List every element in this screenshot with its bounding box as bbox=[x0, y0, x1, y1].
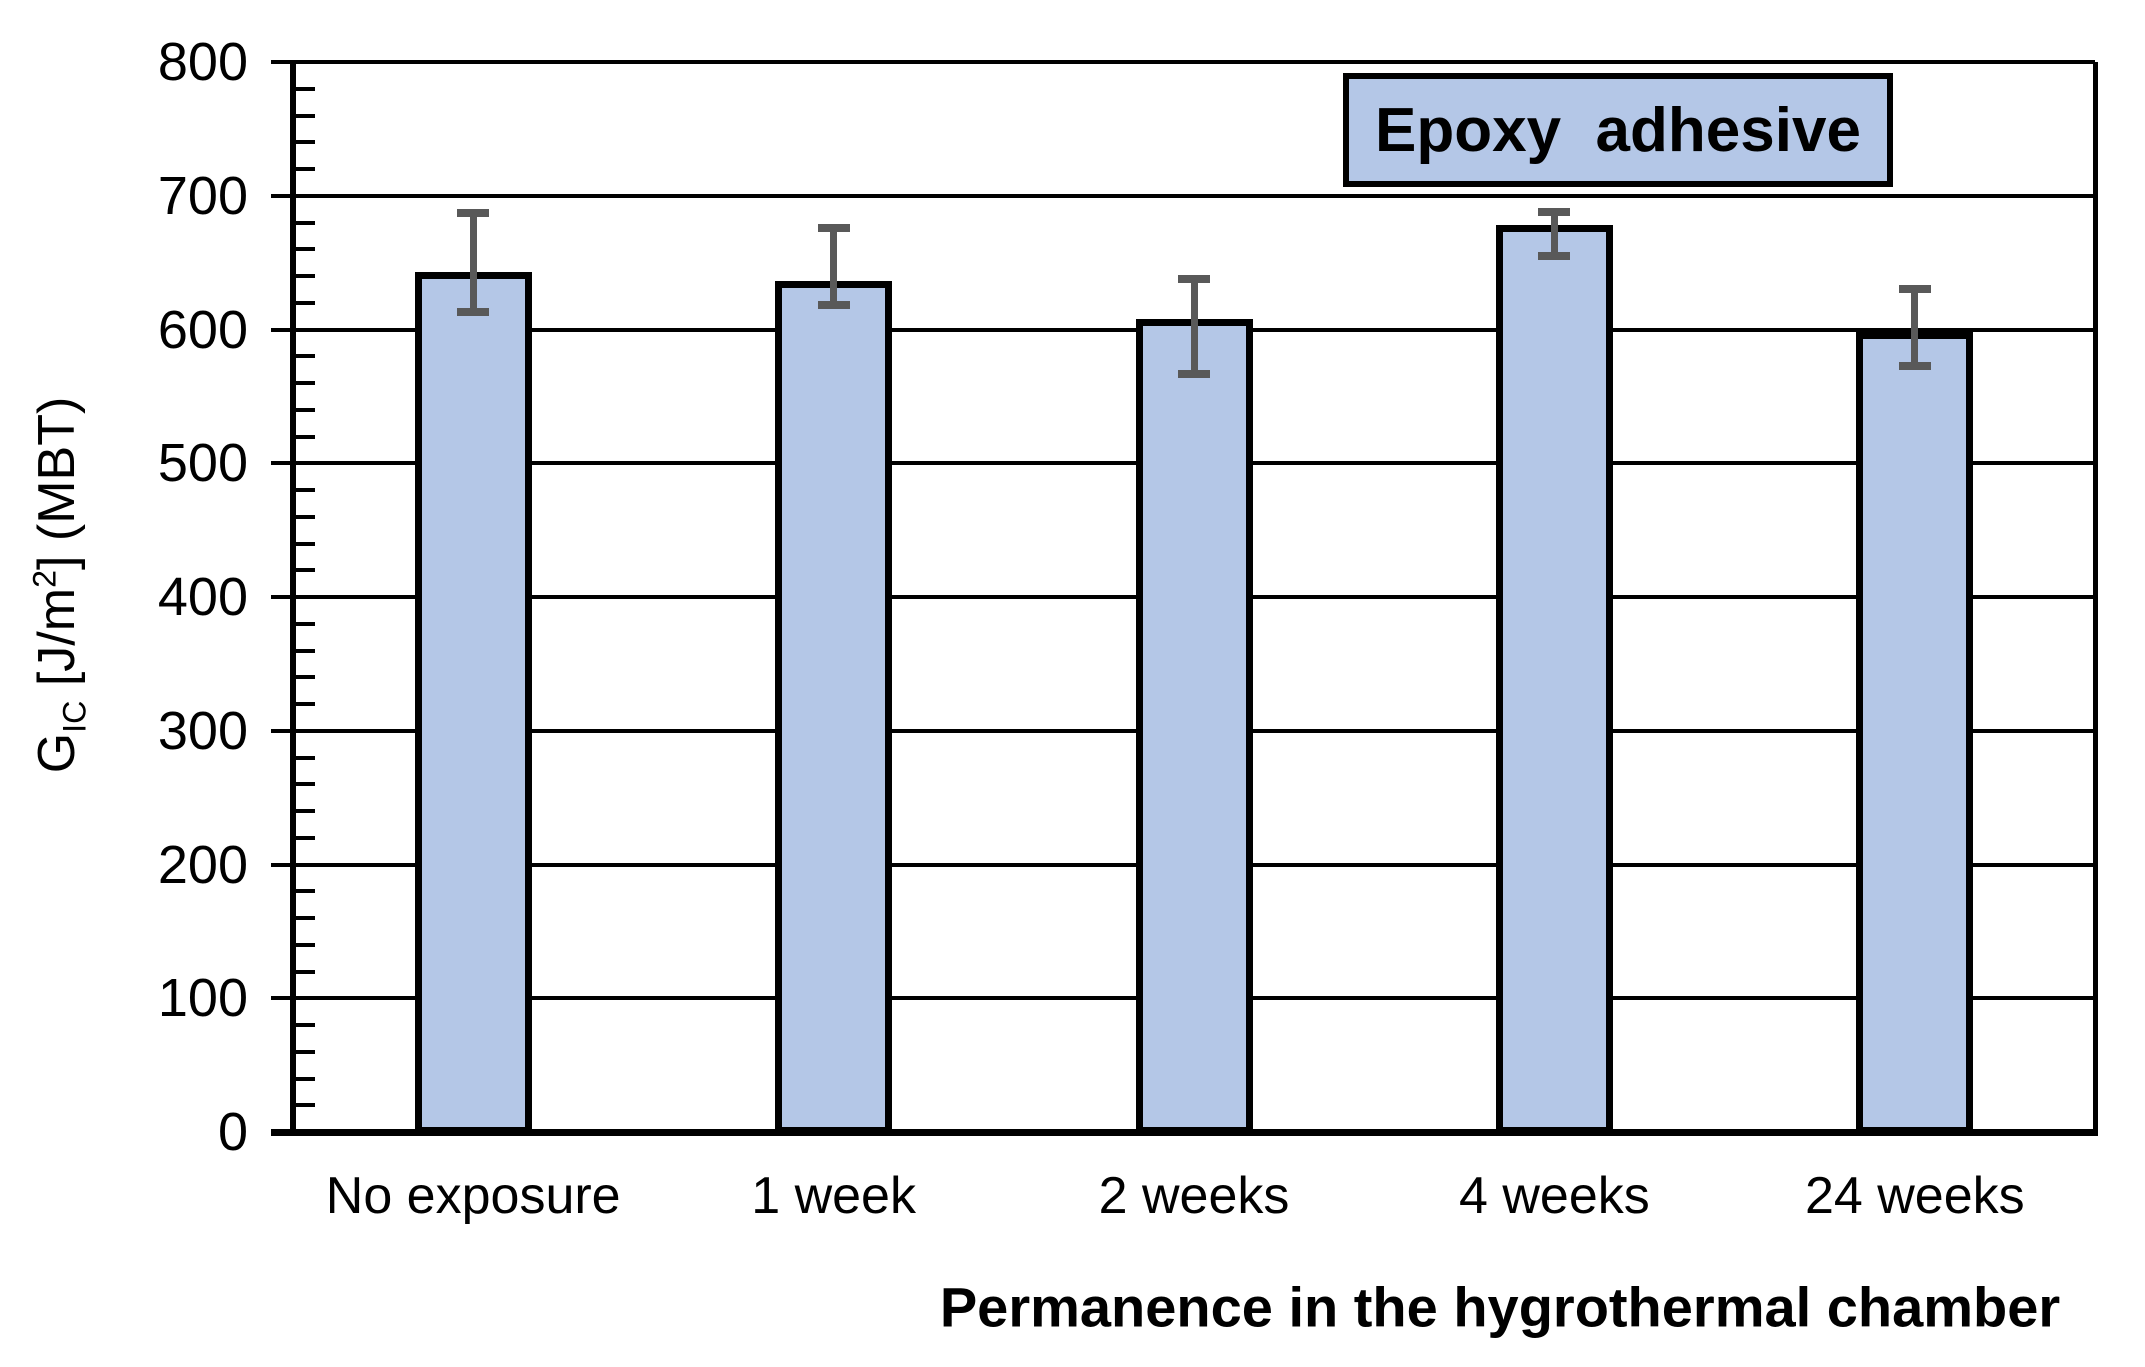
y-axis-title: GIC [J/m2] (MBT) bbox=[27, 397, 94, 774]
y-minor-tick-540 bbox=[296, 407, 315, 412]
y-minor-tick-460 bbox=[296, 514, 315, 519]
category-label-1: No exposure bbox=[325, 1167, 621, 1225]
y-axis-title-superscript: 2 bbox=[26, 569, 63, 588]
legend-box: Epoxy adhesive bbox=[1343, 73, 1893, 187]
y-minor-tick-640 bbox=[296, 274, 315, 278]
error-bar-top-cap-3 bbox=[1178, 274, 1210, 283]
error-bar-line-2 bbox=[830, 227, 838, 306]
y-minor-tick-660 bbox=[296, 247, 315, 252]
y-minor-tick-360 bbox=[296, 648, 315, 653]
y-minor-tick-160 bbox=[296, 916, 315, 920]
y-minor-tick-380 bbox=[296, 621, 315, 626]
y-minor-tick-680 bbox=[296, 220, 315, 225]
error-bar-line-3 bbox=[1190, 278, 1198, 374]
y-tick-label-0: 0 bbox=[217, 1102, 248, 1162]
plot-right-border bbox=[2093, 62, 2098, 1135]
error-bar-bottom-cap-3 bbox=[1178, 369, 1210, 378]
y-minor-tick-20 bbox=[296, 1103, 315, 1108]
category-label-4: 4 weeks bbox=[1459, 1167, 1650, 1225]
error-bar-bottom-cap-4 bbox=[1538, 251, 1571, 260]
y-minor-tick-580 bbox=[296, 354, 315, 359]
y-major-tick-400 bbox=[271, 595, 293, 599]
y-major-tick-100 bbox=[271, 996, 293, 1001]
y-tick-label-800: 800 bbox=[157, 32, 248, 92]
y-minor-tick-60 bbox=[296, 1049, 315, 1054]
y-axis-title-subscript: IC bbox=[56, 700, 93, 733]
y-axis-title-base: G bbox=[27, 732, 86, 774]
y-axis-line bbox=[290, 62, 296, 1135]
y-minor-tick-620 bbox=[296, 300, 315, 305]
error-bar-line-1 bbox=[469, 213, 477, 313]
error-bar-line-4 bbox=[1550, 211, 1558, 256]
error-bar-top-cap-5 bbox=[1898, 285, 1931, 294]
y-major-tick-800 bbox=[271, 60, 293, 64]
y-minor-tick-780 bbox=[296, 86, 315, 91]
bar-5 bbox=[1856, 332, 1974, 1134]
x-axis-title: Permanence in the hygrothermal chamber bbox=[939, 1275, 2061, 1339]
category-label-5: 24 weeks bbox=[1804, 1167, 2025, 1225]
error-bar-bottom-cap-5 bbox=[1898, 361, 1931, 370]
error-bar-top-cap-4 bbox=[1538, 207, 1571, 216]
y-major-tick-0 bbox=[271, 1130, 293, 1134]
y-major-tick-600 bbox=[271, 327, 293, 332]
category-label-3: 2 weeks bbox=[1098, 1167, 1290, 1225]
y-minor-tick-120 bbox=[296, 969, 315, 974]
y-tick-label-300: 300 bbox=[157, 700, 248, 761]
bar-4 bbox=[1495, 225, 1613, 1134]
y-major-tick-700 bbox=[271, 193, 293, 198]
y-minor-tick-420 bbox=[296, 568, 315, 573]
y-major-tick-300 bbox=[271, 728, 293, 733]
error-bar-top-cap-2 bbox=[817, 223, 850, 232]
y-tick-label-500: 500 bbox=[157, 433, 248, 494]
y-minor-tick-260 bbox=[296, 782, 315, 787]
bar-1 bbox=[414, 272, 532, 1134]
y-minor-tick-80 bbox=[296, 1023, 315, 1027]
y-minor-tick-340 bbox=[296, 675, 315, 680]
y-major-tick-200 bbox=[271, 862, 293, 867]
y-minor-tick-560 bbox=[296, 381, 315, 385]
y-axis-title-units: [J/m bbox=[27, 587, 86, 701]
y-minor-tick-440 bbox=[296, 541, 315, 546]
error-bar-bottom-cap-1 bbox=[457, 308, 490, 317]
gridline-y-700 bbox=[293, 193, 2095, 198]
error-bar-top-cap-1 bbox=[457, 209, 490, 218]
y-minor-tick-220 bbox=[296, 835, 315, 840]
y-tick-label-600: 600 bbox=[157, 299, 248, 360]
error-bar-line-5 bbox=[1911, 289, 1919, 366]
y-tick-label-400: 400 bbox=[157, 567, 248, 627]
y-major-tick-500 bbox=[271, 461, 293, 466]
y-minor-tick-280 bbox=[296, 755, 315, 760]
bar-2 bbox=[775, 281, 893, 1134]
y-minor-tick-140 bbox=[296, 942, 315, 947]
y-minor-tick-240 bbox=[296, 809, 315, 813]
y-minor-tick-520 bbox=[296, 434, 315, 439]
y-minor-tick-720 bbox=[296, 167, 315, 171]
error-bar-bottom-cap-2 bbox=[817, 301, 850, 310]
y-minor-tick-760 bbox=[296, 113, 315, 118]
y-axis-title-end: ] (MBT) bbox=[27, 396, 86, 570]
y-minor-tick-740 bbox=[296, 140, 315, 145]
category-label-2: 1 week bbox=[751, 1167, 916, 1225]
y-tick-label-100: 100 bbox=[157, 968, 248, 1029]
y-minor-tick-480 bbox=[296, 488, 315, 492]
y-tick-label-200: 200 bbox=[157, 834, 248, 895]
y-minor-tick-320 bbox=[296, 702, 315, 706]
y-minor-tick-40 bbox=[296, 1076, 315, 1081]
bar-3 bbox=[1135, 318, 1253, 1134]
legend-label: Epoxy adhesive bbox=[1375, 95, 1861, 165]
gridline-y-800 bbox=[293, 60, 2095, 64]
y-minor-tick-180 bbox=[296, 889, 315, 894]
y-tick-label-700: 700 bbox=[157, 165, 248, 226]
